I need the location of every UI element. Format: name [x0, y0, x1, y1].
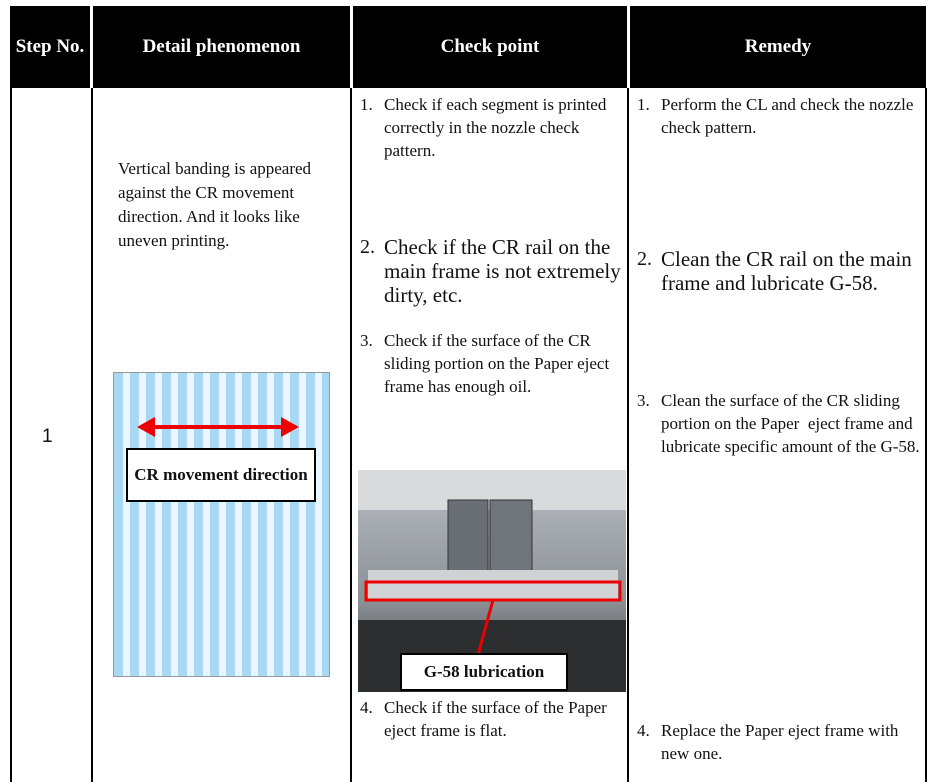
- item-number: 1.: [637, 95, 650, 114]
- header-cell: Detail phenomenon: [93, 6, 350, 88]
- item-text: Check if the surface of the Paper eject …: [384, 698, 607, 740]
- header-cell: Check point: [353, 6, 627, 88]
- item-number: 3.: [360, 331, 373, 350]
- check-point: 1. Check if each segment is printed corre…: [360, 93, 624, 162]
- item-number: 3.: [637, 391, 650, 410]
- item-text: Perform the CL and check the nozzle chec…: [661, 95, 914, 137]
- item-text: Clean the surface of the CR sliding port…: [661, 391, 920, 456]
- detail-text: Vertical banding is appeared against the…: [118, 159, 312, 250]
- item-text: Replace the Paper eject frame with new o…: [661, 721, 899, 763]
- remedy: 2. Clean the CR rail on the main frame an…: [637, 247, 921, 295]
- table-border: [10, 88, 12, 782]
- remedy: 3. Clean the surface of the CR sliding po…: [637, 389, 926, 458]
- item-number: 2.: [360, 236, 375, 258]
- item-text: Check if each segment is printed correct…: [384, 95, 607, 160]
- item-text: Check if the surface of the CR sliding p…: [384, 331, 610, 396]
- table-border: [350, 88, 352, 782]
- figure-label: CR movement direction: [126, 448, 316, 502]
- step-number: 1: [42, 426, 53, 447]
- check-point: 2. Check if the CR rail on the main frame…: [360, 235, 624, 307]
- check-point: 4. Check if the surface of the Paper ejec…: [360, 696, 624, 742]
- item-number: 1.: [360, 95, 373, 114]
- item-text: Check if the CR rail on the main frame i…: [384, 235, 621, 307]
- item-text: Clean the CR rail on the main frame and …: [661, 247, 912, 295]
- arrow: [137, 417, 299, 437]
- table-border: [627, 88, 629, 782]
- item-number: 4.: [360, 698, 373, 717]
- check-point: 3. Check if the surface of the CR sliding…: [360, 329, 624, 398]
- photo: [358, 470, 626, 692]
- remedy: 4. Replace the Paper eject frame with new…: [637, 719, 911, 765]
- table-border: [91, 88, 93, 782]
- remedy: 1. Perform the CL and check the nozzle ch…: [637, 93, 928, 139]
- photo-label: G-58 lubrication: [400, 653, 568, 691]
- header-cell: Remedy: [630, 6, 926, 88]
- header-cell: Step No.: [10, 6, 90, 88]
- item-number: 2.: [637, 248, 652, 270]
- table-border: [925, 88, 927, 782]
- item-number: 4.: [637, 721, 650, 740]
